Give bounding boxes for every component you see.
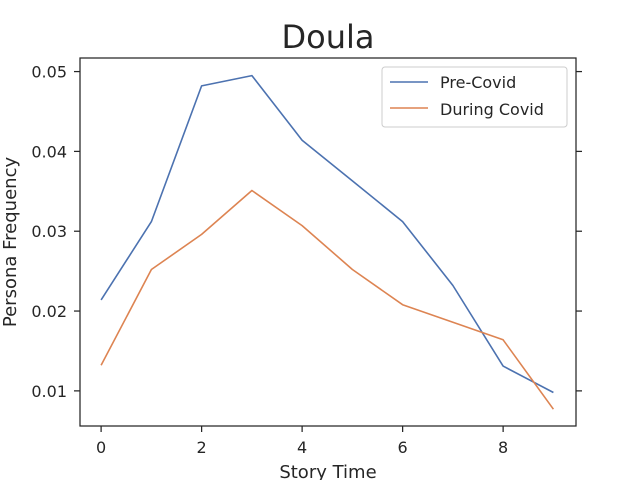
x-tick-label: 2 — [197, 438, 207, 457]
y-tick-label: 0.05 — [31, 63, 67, 82]
x-tick-label: 6 — [398, 438, 408, 457]
legend-label-pre-covid: Pre-Covid — [440, 73, 516, 92]
series-line-during-covid — [100, 189, 555, 410]
series-layer — [100, 74, 555, 410]
legend-label-during-covid: During Covid — [440, 100, 544, 119]
plot-area-frame — [79, 57, 577, 427]
legend-frame — [381, 66, 568, 128]
series-line-pre-covid — [100, 74, 554, 394]
chart-title: Doula — [282, 18, 375, 56]
x-tick-label: 8 — [498, 438, 508, 457]
y-axis-label: Persona Frequency — [0, 157, 21, 328]
y-tick-label: 0.02 — [31, 302, 67, 321]
y-tick-label: 0.01 — [31, 382, 67, 401]
y-tick-label: 0.03 — [31, 222, 67, 241]
legend: Pre-Covid During Covid — [381, 66, 568, 128]
x-axis-label: Story Time — [279, 462, 376, 480]
x-tick-label: 4 — [297, 438, 307, 457]
x-axis-ticks: 0 2 4 6 8 — [96, 426, 508, 457]
y-tick-label: 0.04 — [31, 142, 67, 161]
x-tick-label: 0 — [96, 438, 106, 457]
y-axis-ticks: 0.01 0.02 0.03 0.04 0.05 — [31, 63, 582, 401]
